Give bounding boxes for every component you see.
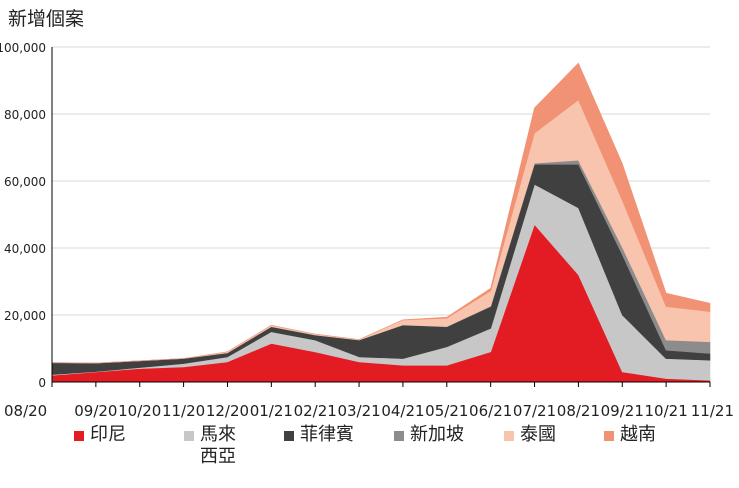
- area-series-5: [51, 62, 711, 364]
- legend-item: 泰國: [504, 424, 556, 446]
- x-tick-label: 02/21: [294, 402, 337, 420]
- legend-swatch: [604, 431, 614, 441]
- y-tick-label: 80,000: [4, 108, 46, 122]
- y-axis-ticks: 0 20,000 40,000 60,000 80,000 100,000: [0, 41, 46, 390]
- x-axis-ticks: 08/20 09/20 10/20 11/20 12/20 01/21 02/21 03/21…: [4, 382, 734, 420]
- x-tick-label: 03/21: [337, 402, 380, 420]
- legend-swatch: [284, 431, 294, 441]
- plot-area: [51, 62, 711, 383]
- legend-item: 新加坡: [394, 424, 464, 446]
- legend-swatch: [504, 431, 514, 441]
- x-tick-label: 05/21: [425, 402, 468, 420]
- x-tick-label: 06/21: [469, 402, 512, 420]
- y-tick-label: 20,000: [4, 309, 46, 323]
- x-tick-label: 11/21: [691, 402, 734, 420]
- x-tick-label: 12/20: [206, 402, 249, 420]
- y-tick-label: 40,000: [4, 242, 46, 256]
- legend-item: 馬來 西亞: [184, 424, 236, 468]
- chart-title: 新增個案: [8, 8, 84, 30]
- legend-label: 馬來 西亞: [200, 424, 236, 467]
- legend-item: 印尼: [74, 424, 126, 446]
- legend-item: 菲律賓: [284, 424, 354, 446]
- y-tick-label: 0: [38, 376, 46, 390]
- legend-item: 越南: [604, 424, 656, 446]
- legend-swatch: [394, 431, 404, 441]
- x-tick-label: 09/20: [74, 402, 117, 420]
- legend-swatch: [184, 431, 194, 441]
- x-tick-label: 10/21: [645, 402, 688, 420]
- x-tick-label: 04/21: [381, 402, 424, 420]
- x-tick-label: 07/21: [513, 402, 556, 420]
- chart-svg: 新增個案 0 20,000 40,000 60,000 80,000 100,000 08…: [0, 8, 734, 420]
- x-tick-label: 08/20: [4, 402, 47, 420]
- y-tick-label: 100,000: [0, 41, 46, 55]
- x-tick-label: 08/21: [557, 402, 600, 420]
- legend-label: 印尼: [90, 424, 126, 445]
- x-tick-label: 09/21: [601, 402, 644, 420]
- x-tick-label: 11/20: [162, 402, 205, 420]
- legend: 印尼 馬來 西亞 菲律賓 新加坡 泰國 越南: [74, 424, 734, 484]
- y-tick-label: 60,000: [4, 175, 46, 189]
- legend-label: 菲律賓: [300, 424, 354, 445]
- x-tick-label: 01/21: [250, 402, 293, 420]
- legend-label: 泰國: [520, 424, 556, 445]
- legend-label: 新加坡: [410, 424, 464, 445]
- axes: [51, 47, 710, 383]
- legend-swatch: [74, 431, 84, 441]
- x-tick-label: 10/20: [118, 402, 161, 420]
- legend-label: 越南: [620, 424, 656, 445]
